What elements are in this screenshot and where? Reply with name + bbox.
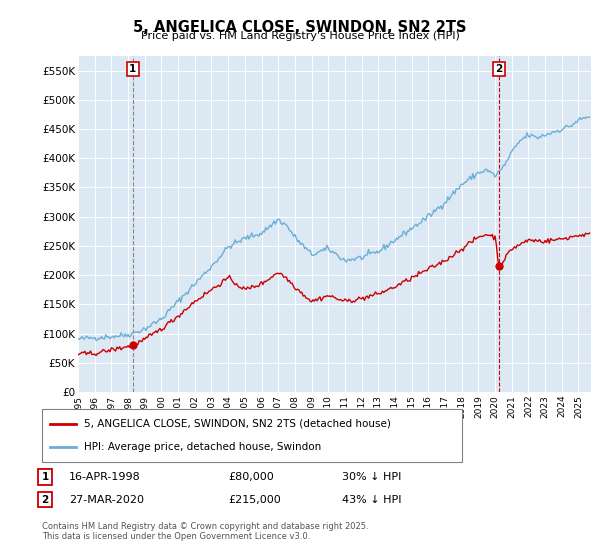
- Text: 5, ANGELICA CLOSE, SWINDON, SN2 2TS: 5, ANGELICA CLOSE, SWINDON, SN2 2TS: [133, 20, 467, 35]
- Text: 16-APR-1998: 16-APR-1998: [69, 472, 141, 482]
- Text: 2: 2: [496, 64, 503, 74]
- Text: Price paid vs. HM Land Registry's House Price Index (HPI): Price paid vs. HM Land Registry's House …: [140, 31, 460, 41]
- Text: 30% ↓ HPI: 30% ↓ HPI: [342, 472, 401, 482]
- Text: HPI: Average price, detached house, Swindon: HPI: Average price, detached house, Swin…: [84, 442, 321, 452]
- Text: £80,000: £80,000: [228, 472, 274, 482]
- Text: £215,000: £215,000: [228, 494, 281, 505]
- Text: 1: 1: [41, 472, 49, 482]
- Text: 2: 2: [41, 494, 49, 505]
- Text: 27-MAR-2020: 27-MAR-2020: [69, 494, 144, 505]
- Text: 5, ANGELICA CLOSE, SWINDON, SN2 2TS (detached house): 5, ANGELICA CLOSE, SWINDON, SN2 2TS (det…: [84, 419, 391, 429]
- Text: Contains HM Land Registry data © Crown copyright and database right 2025.
This d: Contains HM Land Registry data © Crown c…: [42, 522, 368, 542]
- Text: 1: 1: [129, 64, 137, 74]
- Text: 43% ↓ HPI: 43% ↓ HPI: [342, 494, 401, 505]
- FancyBboxPatch shape: [42, 409, 462, 462]
